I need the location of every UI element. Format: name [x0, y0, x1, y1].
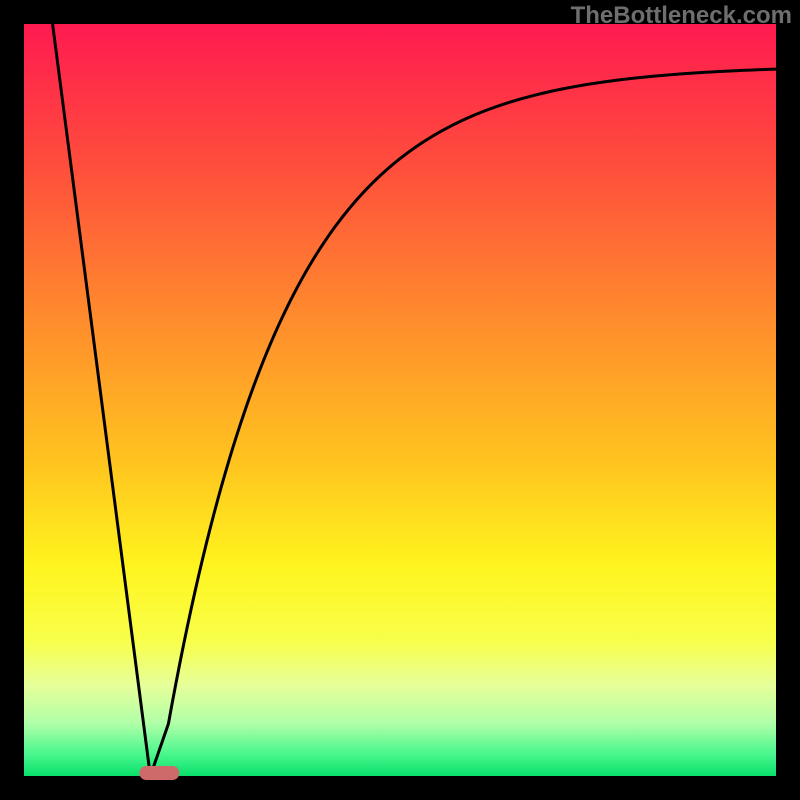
chart-svg [0, 0, 800, 800]
optimal-marker [139, 766, 179, 780]
watermark-text: TheBottleneck.com [571, 2, 792, 30]
chart-container: TheBottleneck.com [0, 0, 800, 800]
